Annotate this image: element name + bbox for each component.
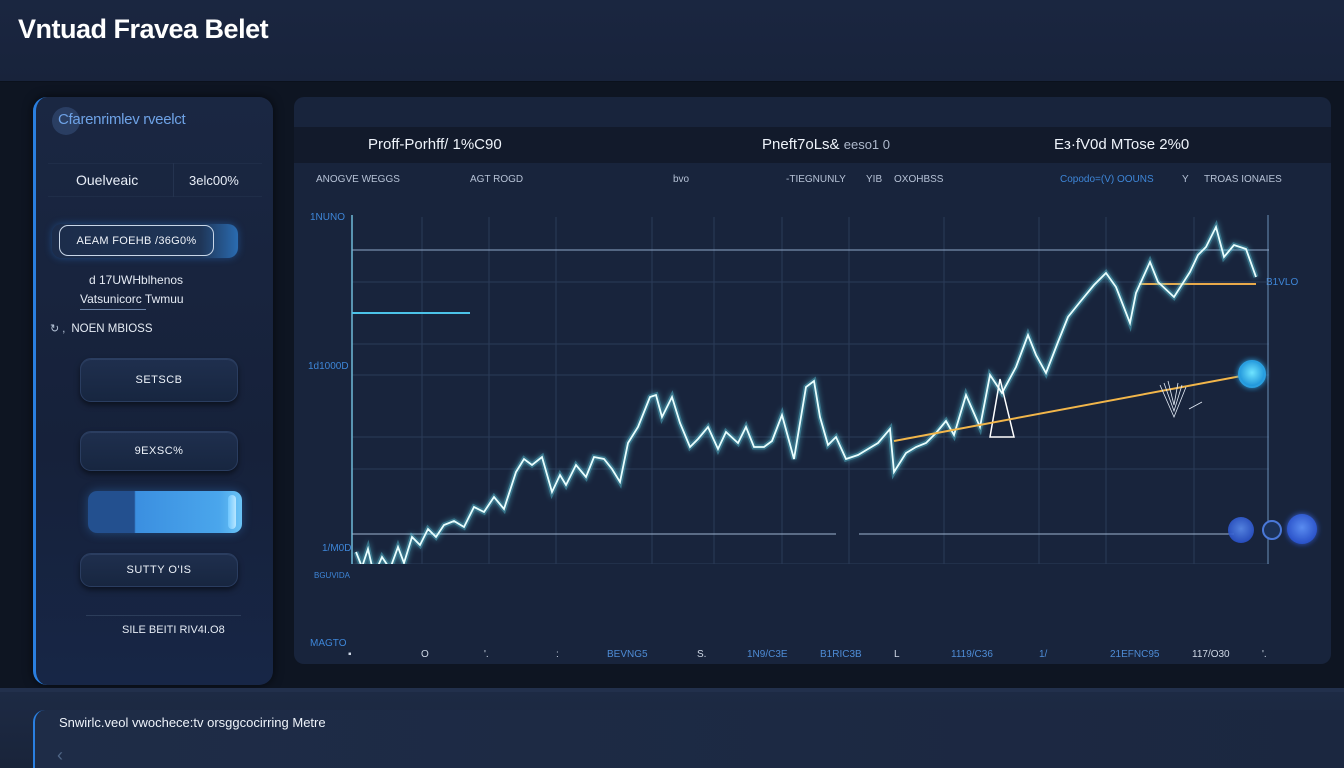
sidebar-button-2[interactable]: 9EXSC% xyxy=(80,431,238,471)
pattern-marker xyxy=(989,378,1015,438)
status-bar: Snwirlc.veol vwochece:tv orsggcocirring … xyxy=(0,688,1344,768)
x-label-0: ▪ xyxy=(348,649,352,660)
status-message: Snwirlc.veol vwochece:tv orsggcocirring … xyxy=(59,715,326,730)
x-label-8: L xyxy=(894,649,900,660)
subheader-2[interactable]: bvo xyxy=(673,174,690,185)
metric-row: Ouelveaic 3elc00% xyxy=(48,163,262,197)
sidebar-footer-text: SILE BEITI RIV4I.O8 xyxy=(122,624,225,636)
toggle-knob[interactable] xyxy=(228,495,236,529)
subheader-5[interactable]: OXOHBSS xyxy=(894,174,944,185)
metric-divider xyxy=(173,163,174,197)
y-label-3: BGUVIDA xyxy=(314,571,351,580)
price-line xyxy=(355,224,1257,564)
subheader-8[interactable]: TROAS IONAIES xyxy=(1204,174,1282,185)
highlight-pill-button[interactable]: AEAM FOEHB /36G0% xyxy=(59,225,214,256)
status-card: Snwirlc.veol vwochece:tv orsggcocirring … xyxy=(33,710,1344,768)
subheader-6[interactable]: Copodo=(V) OOUNS xyxy=(1060,174,1154,185)
sidebar-button-1[interactable]: SETSCB xyxy=(80,358,238,402)
sidebar-info-link[interactable]: Vatsunicorc Twmuu xyxy=(80,292,184,306)
x-label-7: B1RIC3B xyxy=(820,649,862,660)
x-label-5: S. xyxy=(697,649,707,660)
sidebar-divider xyxy=(86,615,241,616)
x-label-2: '. xyxy=(484,649,489,660)
y-label-4: MAGTO xyxy=(310,638,347,649)
subheader-0[interactable]: ANOGVE WEGGS xyxy=(316,174,400,185)
sidebar-info-line-3-label: NOEN MBIOSS xyxy=(71,322,153,335)
sidebar-toggle-switch[interactable] xyxy=(88,491,242,533)
chart-subheader: ANOGVE WEGGS AGT ROGD bvo -TIEGNUNLY YIB… xyxy=(298,165,1328,195)
sidebar-header-label: Cfarenrimlev rveelct xyxy=(58,111,186,128)
refresh-icon: ↻ , xyxy=(50,323,66,335)
x-label-13: '. xyxy=(1262,649,1267,660)
x-label-11: 21EFNC95 xyxy=(1110,649,1160,660)
metric-label: Ouelveaic xyxy=(76,172,139,188)
chart-grid xyxy=(352,217,1269,564)
x-label-4: BEVNG5 xyxy=(607,649,648,660)
subheader-1[interactable]: AGT ROGD xyxy=(470,174,524,185)
back-chevron-icon[interactable]: ‹ xyxy=(57,745,63,765)
chart-title-1: Proff-Porhff/ 1%C90 xyxy=(368,136,502,153)
subheader-4[interactable]: YIB xyxy=(866,174,883,185)
chart-panel: Proff-Porhff/ 1%C90 Pneft7oLs& eeso1 0 Е… xyxy=(294,97,1331,664)
trend-endpoint-marker xyxy=(1238,360,1266,388)
sidebar-info-line-3: ↻ , NOEN MBIOSS xyxy=(50,322,153,336)
x-label-3: : xyxy=(556,649,559,660)
x-label-1: O xyxy=(421,649,429,660)
control-dot-2 xyxy=(1262,520,1282,540)
sidebar-info-line-1: d 17UWHblhenos xyxy=(89,273,184,287)
control-dot-1 xyxy=(1228,517,1254,543)
link-underline xyxy=(80,309,146,310)
sidebar-header: Cfarenrimlev rveelct xyxy=(52,107,186,135)
subheader-3[interactable]: -TIEGNUNLY xyxy=(786,174,846,185)
y-label-0: 1NUNO xyxy=(310,212,346,223)
x-label-6: 1N9/C3E xyxy=(747,649,788,660)
subheader-7[interactable]: Y xyxy=(1182,174,1189,185)
x-label-10: 1/ xyxy=(1039,649,1048,660)
sidebar-logo-icon xyxy=(52,107,80,135)
title-bar: Vntuad Fravea Belet xyxy=(0,0,1344,82)
control-dot-3 xyxy=(1287,514,1317,544)
sidebar-button-3[interactable]: SUTTY O'IS xyxy=(80,553,238,587)
price-chart[interactable] xyxy=(294,97,1331,564)
chart-title-2: Pneft7oLs& eeso1 0 xyxy=(762,136,890,153)
app-title: Vntuad Fravea Belet xyxy=(18,14,269,44)
metric-value: 3elc00% xyxy=(189,172,239,188)
right-price-label: B1VLO xyxy=(1266,277,1299,288)
y-label-1: 1d1000D xyxy=(308,361,349,372)
chart-title-3: Ез·fV0d MTose 2%0 xyxy=(1054,136,1190,153)
fan-marker xyxy=(1159,380,1203,419)
x-label-9: 1119/C36 xyxy=(951,649,993,660)
trend-line xyxy=(893,373,1253,442)
y-label-2: 1/M0D xyxy=(322,543,352,554)
sidebar-panel: Cfarenrimlev rveelct Ouelveaic 3elc00% A… xyxy=(33,97,273,685)
chart-title-bar: Proff-Porhff/ 1%C90 Pneft7oLs& eeso1 0 Е… xyxy=(294,127,1331,163)
x-label-12: 117/O30 xyxy=(1192,649,1230,660)
